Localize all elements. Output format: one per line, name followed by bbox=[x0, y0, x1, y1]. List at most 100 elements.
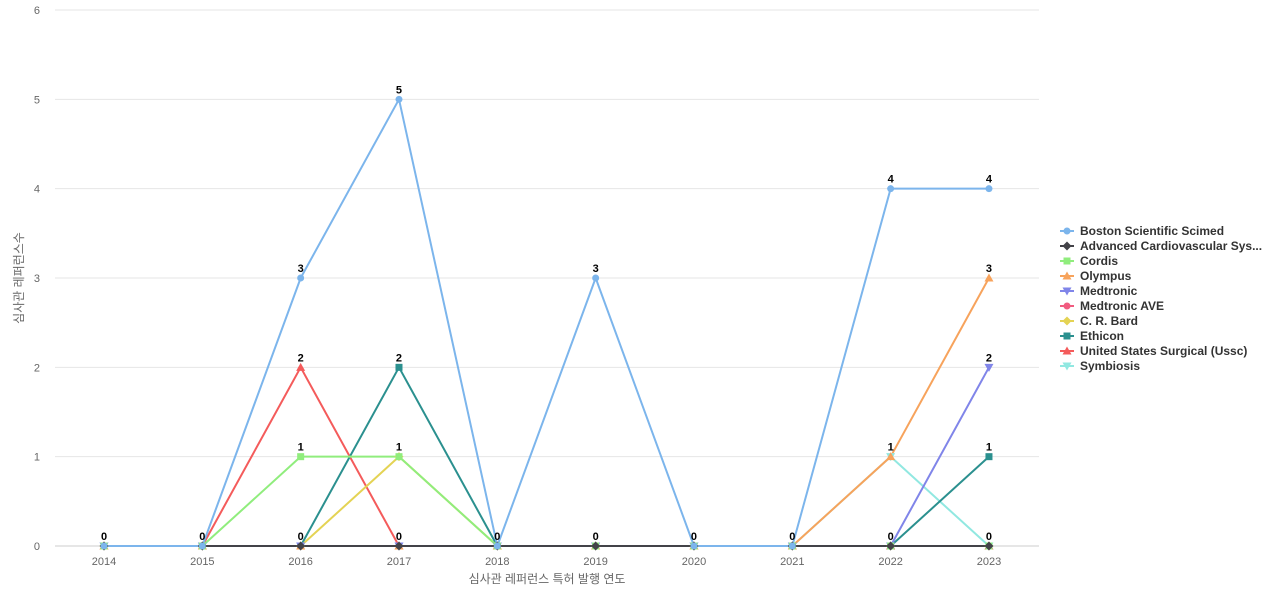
data-point bbox=[592, 274, 600, 282]
data-point bbox=[887, 185, 895, 193]
data-point bbox=[788, 542, 796, 550]
data-point bbox=[395, 95, 403, 103]
x-tick-label: 2021 bbox=[780, 556, 804, 568]
data-label: 2 bbox=[396, 352, 402, 364]
data-label: 2 bbox=[986, 352, 992, 364]
legend-label: Advanced Cardiovascular Sys... bbox=[1080, 239, 1262, 253]
data-label: 0 bbox=[789, 531, 795, 543]
data-point bbox=[493, 542, 501, 550]
series-line-2 bbox=[103, 455, 990, 547]
data-label: 2 bbox=[298, 352, 304, 364]
data-point bbox=[100, 542, 108, 550]
legend-symbol bbox=[1062, 362, 1072, 371]
data-point bbox=[296, 541, 306, 551]
data-point bbox=[395, 453, 403, 461]
grid-lines bbox=[55, 9, 1039, 547]
data-point bbox=[984, 541, 994, 551]
series-markers bbox=[99, 95, 994, 551]
x-tick-label: 2019 bbox=[583, 556, 607, 568]
legend-symbol bbox=[1062, 271, 1072, 280]
data-label: 3 bbox=[593, 263, 599, 275]
legend-item[interactable]: Boston Scientific Scimed bbox=[1060, 224, 1224, 238]
y-tick-label: 5 bbox=[34, 94, 40, 106]
data-label: 1 bbox=[986, 442, 992, 454]
legend-item[interactable]: Olympus bbox=[1060, 269, 1132, 283]
legend-symbol bbox=[1062, 346, 1072, 355]
series-line-6 bbox=[103, 455, 990, 547]
data-point bbox=[984, 363, 994, 372]
legend-symbol bbox=[1063, 302, 1071, 310]
y-axis-title: 심사관 레퍼런스수 bbox=[12, 232, 26, 324]
legend-item[interactable]: Symbiosis bbox=[1060, 359, 1140, 373]
data-point bbox=[394, 541, 404, 551]
data-point bbox=[296, 362, 306, 371]
legend-label: Boston Scientific Scimed bbox=[1080, 224, 1224, 238]
data-point bbox=[690, 542, 698, 550]
data-point bbox=[886, 452, 896, 461]
y-tick-label: 2 bbox=[34, 362, 40, 374]
data-point bbox=[985, 185, 993, 193]
legend-label: Cordis bbox=[1080, 254, 1118, 268]
data-label: 0 bbox=[199, 531, 205, 543]
data-label: 0 bbox=[888, 531, 894, 543]
data-label: 1 bbox=[888, 442, 894, 454]
legend-symbol bbox=[1062, 287, 1072, 296]
x-tick-label: 2022 bbox=[878, 556, 902, 568]
x-tick-label: 2015 bbox=[190, 556, 214, 568]
x-axis: 2014 2015 2016 2017 2018 2019 2020 2021 2022 2023 bbox=[92, 556, 1001, 568]
series-lines bbox=[103, 98, 990, 547]
series-line-9 bbox=[103, 455, 990, 547]
data-label: 4 bbox=[888, 174, 895, 186]
data-label: 3 bbox=[986, 263, 992, 275]
legend-item[interactable]: Advanced Cardiovascular Sys... bbox=[1060, 239, 1262, 253]
legend-symbol bbox=[1063, 332, 1071, 340]
legend-label: United States Surgical (Ussc) bbox=[1080, 344, 1247, 358]
data-label: 0 bbox=[396, 531, 402, 543]
y-tick-label: 4 bbox=[34, 184, 40, 196]
x-tick-label: 2020 bbox=[682, 556, 706, 568]
data-label: 0 bbox=[101, 531, 107, 543]
data-point bbox=[886, 541, 896, 551]
data-label: 0 bbox=[691, 531, 697, 543]
data-label: 3 bbox=[298, 263, 304, 275]
x-axis-title: 심사관 레퍼런스 특허 발행 연도 bbox=[469, 571, 626, 586]
series-line-0 bbox=[103, 98, 990, 547]
y-tick-label: 1 bbox=[34, 452, 40, 464]
data-label: 1 bbox=[298, 442, 304, 454]
legend-label: Symbiosis bbox=[1080, 359, 1140, 373]
legend-label: C. R. Bard bbox=[1080, 314, 1138, 328]
x-tick-label: 2023 bbox=[977, 556, 1001, 568]
x-tick-label: 2014 bbox=[92, 556, 116, 568]
legend-item[interactable]: C. R. Bard bbox=[1060, 314, 1138, 328]
legend-symbol bbox=[1062, 241, 1072, 251]
legend-label: Ethicon bbox=[1080, 329, 1124, 343]
y-axis: 0 1 2 3 4 5 6 bbox=[34, 5, 40, 553]
data-point bbox=[395, 363, 403, 371]
legend-item[interactable]: Medtronic AVE bbox=[1060, 299, 1164, 313]
legend-label: Medtronic bbox=[1080, 284, 1138, 298]
data-point bbox=[297, 274, 305, 282]
data-point bbox=[198, 542, 206, 550]
legend-symbol bbox=[1063, 227, 1071, 235]
x-tick-label: 2017 bbox=[387, 556, 411, 568]
legend-symbol bbox=[1063, 257, 1071, 265]
data-point bbox=[985, 453, 993, 461]
legend-item[interactable]: United States Surgical (Ussc) bbox=[1060, 344, 1247, 358]
data-point bbox=[984, 273, 994, 282]
data-label: 1 bbox=[396, 442, 402, 454]
legend-item[interactable]: Ethicon bbox=[1060, 329, 1124, 343]
data-label: 5 bbox=[396, 84, 402, 96]
legend-symbol bbox=[1062, 316, 1072, 326]
data-label: 0 bbox=[986, 531, 992, 543]
data-label: 0 bbox=[298, 531, 304, 543]
x-tick-label: 2016 bbox=[288, 556, 312, 568]
data-labels: 0 0 3 2 1 0 5 2 1 0 0 3 0 0 0 4 1 0 4 3 2 1 0 bbox=[101, 84, 993, 543]
legend-item[interactable]: Cordis bbox=[1060, 254, 1118, 268]
legend-item[interactable]: Medtronic bbox=[1060, 284, 1138, 298]
data-label: 0 bbox=[593, 531, 599, 543]
data-label: 4 bbox=[986, 174, 993, 186]
y-tick-label: 3 bbox=[34, 273, 40, 285]
legend-label: Olympus bbox=[1080, 269, 1132, 283]
